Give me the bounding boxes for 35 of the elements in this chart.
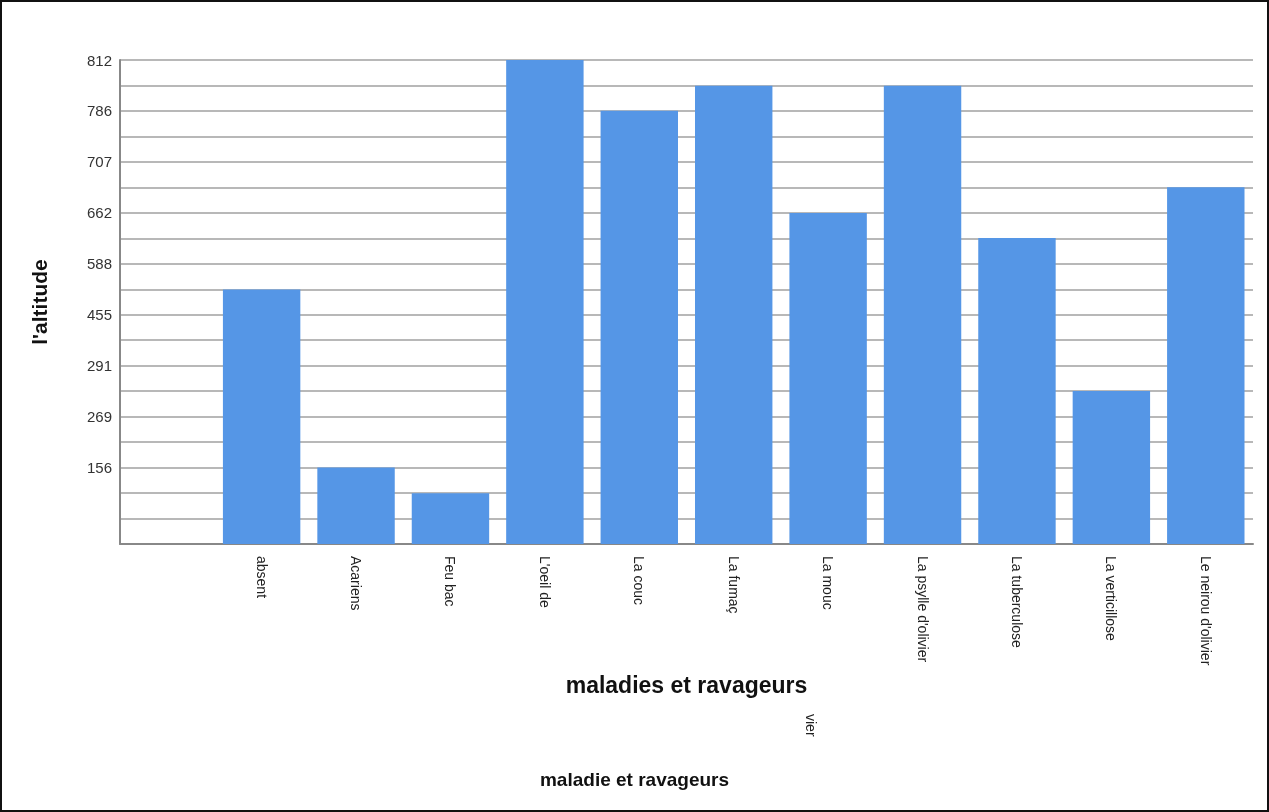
bar	[317, 467, 395, 544]
category-label: 269	[86, 408, 112, 426]
bar	[695, 85, 773, 544]
x-tick-label: La couc	[631, 556, 648, 606]
text: vier	[803, 714, 819, 737]
y-axis-title: l'altitude	[28, 259, 51, 345]
x-tick-label: La verticillose	[1103, 556, 1120, 642]
category-label: 662	[86, 204, 112, 222]
x-tick-label: L'oeil de	[536, 556, 553, 608]
x-tick-label: La mouc	[820, 556, 837, 610]
x-tick-label: Feu bac	[442, 556, 459, 607]
bar	[789, 212, 867, 544]
bar	[222, 289, 301, 544]
bar	[600, 110, 678, 544]
category-label: 786	[86, 102, 112, 120]
x-axis-title: maladies et ravageurs	[565, 671, 808, 698]
bar	[506, 60, 584, 544]
x-tick-label: La tuberculose	[1008, 556, 1025, 649]
category-label: 156	[86, 459, 112, 477]
category-label: 455	[86, 306, 112, 324]
x-tick-label: Le neirou d'olivier	[1197, 556, 1214, 666]
bar	[883, 85, 962, 544]
x-tick-label: La psylle d'olivier	[914, 556, 931, 663]
category-label: 588	[86, 255, 112, 273]
category-label: 707	[86, 153, 112, 171]
category-label: 812	[86, 51, 112, 69]
category-label: 291	[86, 357, 112, 375]
x-tick-label: absent	[253, 556, 270, 599]
bar	[1167, 187, 1245, 544]
bar	[411, 493, 490, 544]
bar	[1072, 391, 1151, 544]
x-tick-label: La fumaç	[725, 556, 742, 614]
x-tick-label: Acariens	[348, 556, 365, 611]
bar	[978, 238, 1056, 544]
text: maladie et ravageurs	[539, 769, 730, 790]
